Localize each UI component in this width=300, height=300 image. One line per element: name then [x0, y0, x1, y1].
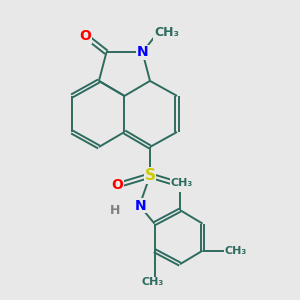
Text: N: N [137, 45, 148, 59]
Text: CH₃: CH₃ [142, 277, 164, 287]
Text: O: O [80, 29, 91, 43]
Text: CH₃: CH₃ [170, 178, 193, 188]
Text: H: H [110, 204, 121, 217]
Text: CH₃: CH₃ [154, 26, 179, 39]
Text: S: S [145, 168, 155, 183]
Text: CH₃: CH₃ [224, 246, 247, 256]
Text: N: N [135, 199, 147, 213]
Text: O: O [177, 178, 189, 192]
Text: O: O [111, 178, 123, 192]
